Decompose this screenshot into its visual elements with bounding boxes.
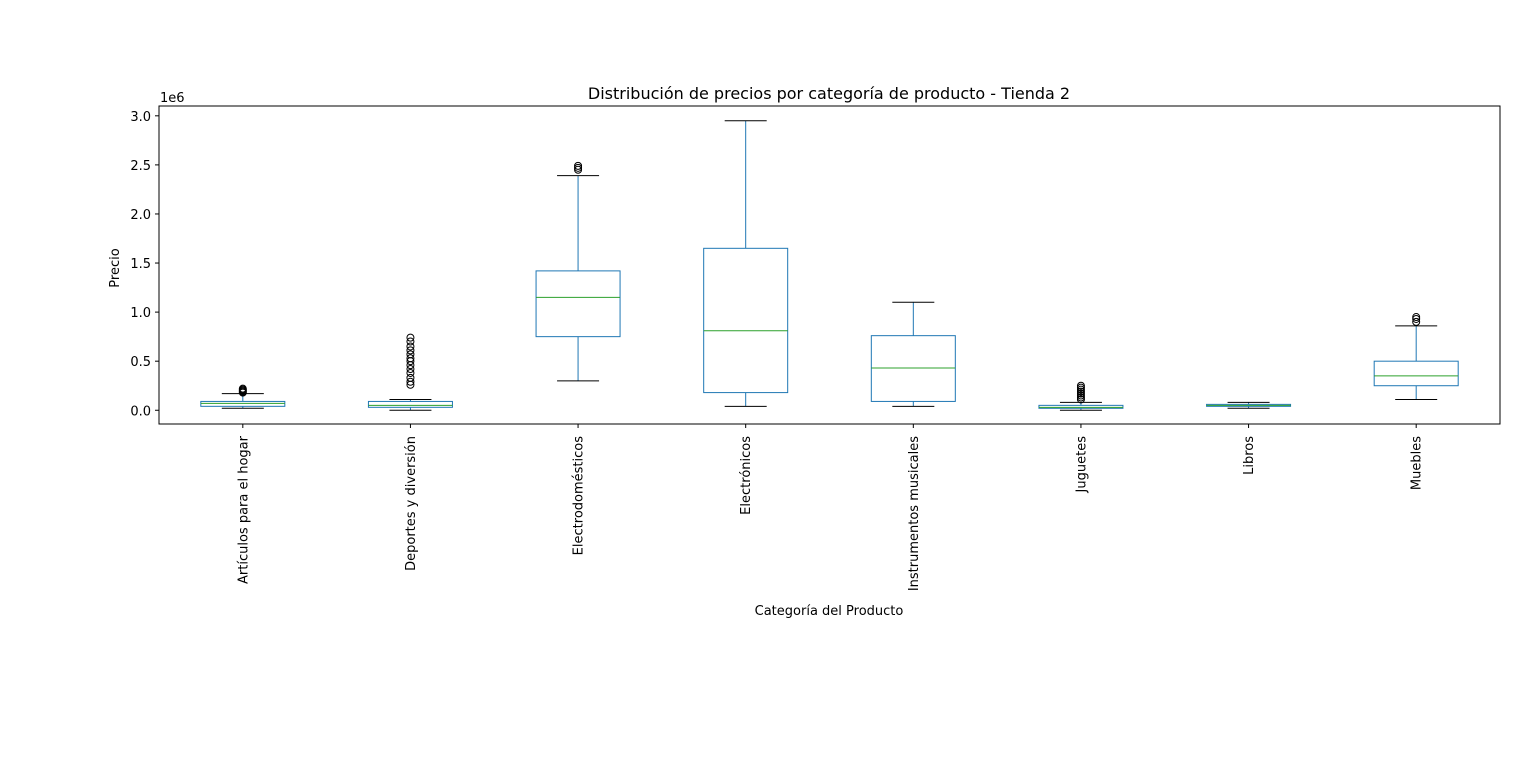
plot-area: 0.0 0.5 1.0 1.5 2.0 2.5 3.0 Artículos para el h… xyxy=(130,105,1501,591)
outlier-point xyxy=(574,163,583,172)
outlier-point xyxy=(406,377,415,386)
outlier-point xyxy=(1412,314,1421,323)
outlier-point xyxy=(406,346,415,355)
outlier-point xyxy=(1076,389,1085,398)
outlier-point xyxy=(1412,317,1421,326)
x-axis-label: Categoría del Producto xyxy=(755,604,904,619)
outlier-point xyxy=(406,342,415,351)
y-tick-label: 3.0 xyxy=(130,110,151,125)
outlier-point xyxy=(238,384,247,393)
outlier-point xyxy=(406,333,415,342)
y-tick-label: 0.0 xyxy=(130,404,151,419)
plot-frame xyxy=(158,105,1501,425)
outlier-point xyxy=(1076,395,1085,404)
x-tick-label: Electrónicos xyxy=(739,436,754,515)
outlier-point xyxy=(1076,381,1085,390)
outlier-point xyxy=(1076,383,1085,392)
x-tick-label: Electrodomésticos xyxy=(572,436,587,556)
box xyxy=(1373,360,1459,387)
outlier-point xyxy=(406,354,415,363)
outlier-point xyxy=(1076,393,1085,402)
outlier-point xyxy=(1076,385,1085,394)
outlier-point xyxy=(406,365,415,374)
y-tick-label: 2.5 xyxy=(130,159,151,174)
outlier-point xyxy=(1076,391,1085,400)
y-tick-label: 1.0 xyxy=(130,306,151,321)
box xyxy=(535,270,621,338)
outlier-point xyxy=(406,337,415,346)
y-tick-label: 1.5 xyxy=(130,257,151,272)
outlier-point xyxy=(406,373,415,382)
x-tick-label: Juguetes xyxy=(1074,436,1089,494)
x-tick-label: Artículos para el hogar xyxy=(236,435,251,584)
x-tick-label: Libros xyxy=(1242,436,1257,475)
box xyxy=(703,247,789,394)
outlier-point xyxy=(574,161,583,170)
y-axis-offset-label: 1e6 xyxy=(160,91,185,106)
chart-title: Distribución de precios por categoría de… xyxy=(588,84,1070,103)
outlier-point xyxy=(406,350,415,359)
y-axis-label: Precio xyxy=(108,248,123,287)
outlier-point xyxy=(1412,313,1421,322)
outlier-point xyxy=(1076,387,1085,396)
y-tick-label: 0.5 xyxy=(130,355,151,370)
x-tick-label: Muebles xyxy=(1410,436,1425,490)
outlier-point xyxy=(406,368,415,377)
outlier-point xyxy=(574,165,583,174)
x-tick-label: Instrumentos musicales xyxy=(907,436,922,591)
box xyxy=(367,400,453,408)
y-tick-label: 2.0 xyxy=(130,208,151,223)
x-tick-label: Deportes y diversión xyxy=(404,436,419,571)
